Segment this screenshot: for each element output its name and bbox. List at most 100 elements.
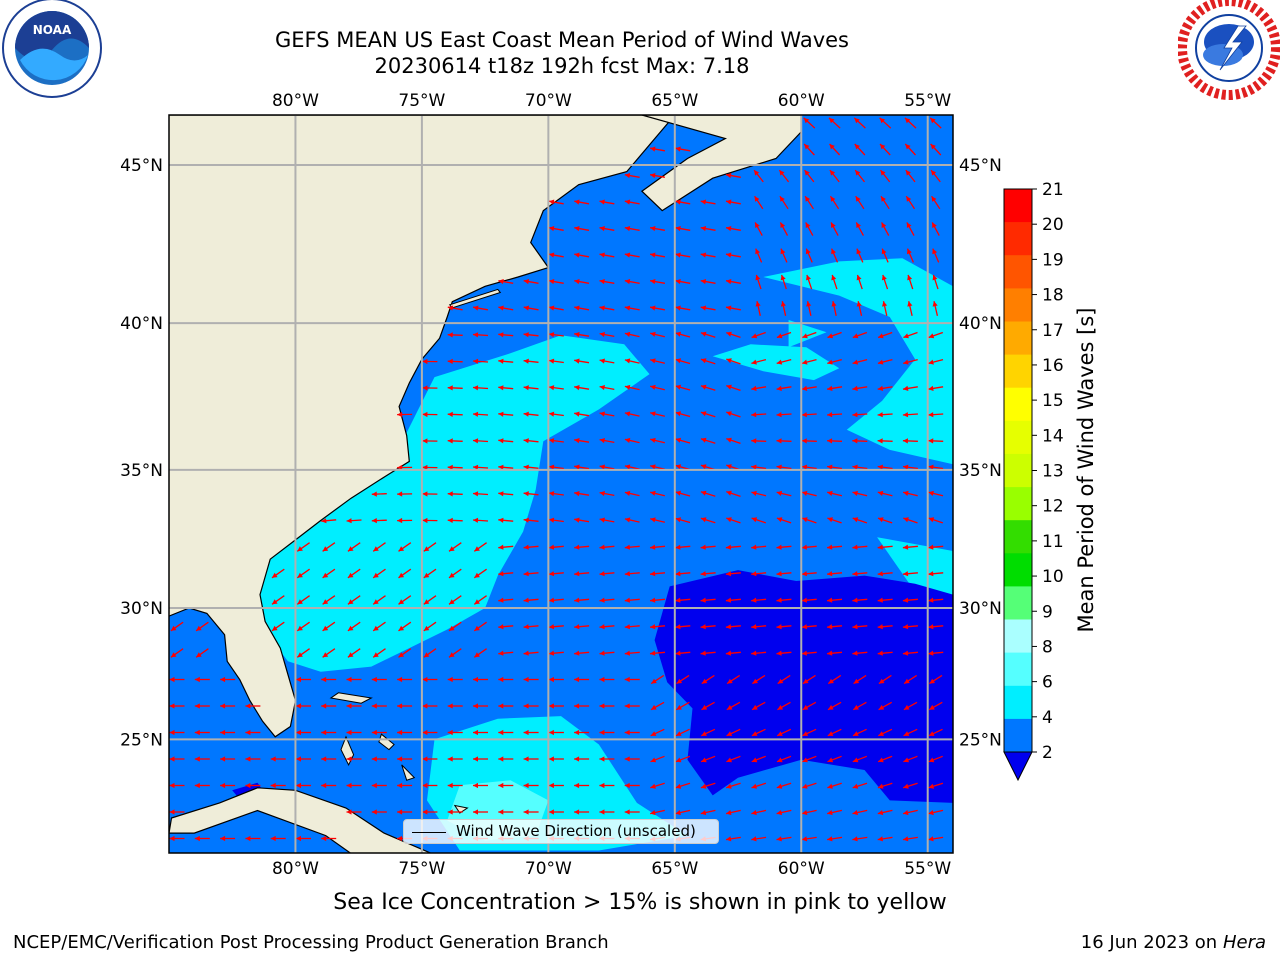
wind-wave-arrow	[423, 621, 437, 632]
wind-wave-arrow	[448, 595, 462, 605]
wind-wave-arrow	[448, 621, 462, 632]
wind-wave-arrow	[778, 169, 790, 183]
wind-wave-arrow	[574, 624, 590, 630]
wind-wave-arrow	[372, 595, 386, 605]
wind-wave-arrow	[447, 491, 463, 497]
wind-wave-arrow	[347, 621, 361, 632]
wind-wave-arrow	[422, 358, 438, 365]
wind-wave-arrow	[675, 279, 691, 285]
wind-wave-arrow	[296, 568, 310, 579]
wind-wave-arrow	[321, 756, 337, 762]
wind-wave-arrow	[220, 676, 236, 683]
wind-wave-arrow	[498, 279, 514, 285]
wind-wave-arrow	[548, 782, 564, 789]
wind-wave-arrow	[195, 621, 209, 632]
wind-wave-arrow	[599, 544, 615, 550]
wind-wave-arrow	[827, 490, 843, 497]
wind-wave-arrow	[852, 624, 868, 630]
wind-wave-arrow	[929, 674, 943, 685]
wind-wave-arrow	[473, 756, 488, 762]
wind-wave-arrow	[882, 301, 888, 316]
wind-wave-arrow	[194, 756, 210, 762]
wind-wave-arrow	[422, 782, 438, 789]
wind-wave-arrow	[498, 358, 514, 364]
wind-wave-arrow	[624, 703, 640, 709]
colorbar-segment	[1004, 354, 1032, 389]
colorbar-tick-label: 21	[1042, 180, 1064, 200]
wind-wave-arrow	[852, 438, 868, 444]
lon-tick-label-bottom: 60°W	[778, 859, 825, 879]
wind-wave-arrow	[447, 756, 463, 762]
wind-wave-arrow	[649, 226, 666, 232]
wind-wave-arrow	[751, 358, 767, 365]
wind-wave-arrow	[296, 676, 311, 683]
wind-wave-arrow	[321, 729, 337, 736]
wind-wave-arrow	[321, 518, 337, 524]
wind-wave-arrow	[932, 274, 939, 290]
wind-wave-arrow	[852, 490, 868, 497]
wind-wave-arrow	[903, 755, 918, 763]
wind-wave-arrow	[805, 222, 814, 236]
wind-wave-arrow	[346, 809, 362, 815]
wind-wave-arrow	[776, 544, 792, 550]
wind-wave-arrow	[523, 782, 539, 789]
wind-wave-arrow	[751, 464, 767, 470]
wind-wave-arrow	[296, 835, 311, 842]
wind-wave-arrow	[194, 703, 210, 709]
wind-wave-arrow	[755, 301, 761, 316]
wind-wave-arrow	[777, 674, 791, 685]
colorbar-segment	[1004, 420, 1032, 455]
wind-wave-arrow	[675, 437, 691, 444]
wind-wave-arrow	[880, 195, 890, 210]
wind-wave-arrow	[751, 782, 767, 789]
wind-wave-arrow	[675, 464, 691, 471]
wind-wave-arrow	[245, 782, 261, 789]
chart-subtitle: 20230614 t18z 192h fcst Max: 7.18	[374, 54, 750, 78]
lat-tick-label-left: 45°N	[120, 156, 163, 176]
wind-wave-arrow	[902, 464, 918, 470]
wind-wave-arrow	[801, 571, 817, 577]
wind-wave-arrow	[906, 222, 915, 236]
colorbar-segment	[1004, 718, 1032, 753]
wind-wave-arrow	[472, 464, 489, 470]
wind-wave-arrow	[170, 621, 184, 632]
wind-wave-arrow	[776, 782, 792, 789]
wind-wave-arrow	[599, 305, 615, 311]
colorbar-underflow-triangle	[1003, 751, 1033, 782]
wind-wave-arrow	[473, 621, 487, 632]
wind-wave-arrow	[902, 412, 918, 418]
wind-wave-arrow	[548, 491, 564, 497]
wind-wave-arrow	[599, 571, 615, 577]
wind-wave-arrow	[928, 571, 944, 577]
wind-wave-arrow	[473, 676, 488, 683]
colorbar-segment	[1004, 685, 1032, 720]
wind-wave-arrow	[599, 624, 615, 630]
colorbar-tick-label: 20	[1042, 215, 1064, 235]
wind-wave-arrow	[801, 809, 817, 816]
lat-tick-label-left: 25°N	[120, 730, 163, 750]
wind-wave-arrow	[802, 674, 816, 685]
wind-wave-arrow	[650, 782, 665, 789]
map-frame	[168, 114, 954, 854]
wind-wave-arrow	[831, 248, 839, 263]
wind-wave-arrow	[650, 755, 665, 763]
wind-wave-arrow	[169, 676, 185, 683]
wind-wave-arrow	[700, 571, 716, 577]
wind-wave-arrow	[422, 809, 438, 815]
colorbar-tick-label: 10	[1042, 567, 1064, 587]
wind-wave-arrow	[397, 517, 413, 524]
lon-tick-label-top: 60°W	[778, 91, 825, 111]
wind-wave-arrow	[574, 571, 590, 577]
wind-wave-arrow	[902, 544, 918, 550]
wind-wave-arrow	[548, 809, 564, 815]
wind-wave-arrow	[649, 173, 666, 179]
wind-wave-arrow	[827, 674, 842, 685]
wind-wave-arrow	[624, 624, 640, 630]
colorbar-tick-label: 13	[1042, 462, 1064, 482]
wind-wave-arrow	[726, 728, 741, 737]
wind-wave-arrow	[751, 490, 767, 497]
wind-wave-arrow	[701, 674, 715, 685]
wind-wave-arrow	[751, 755, 766, 763]
wind-wave-arrow	[624, 226, 640, 232]
wind-wave-arrow	[903, 674, 918, 685]
